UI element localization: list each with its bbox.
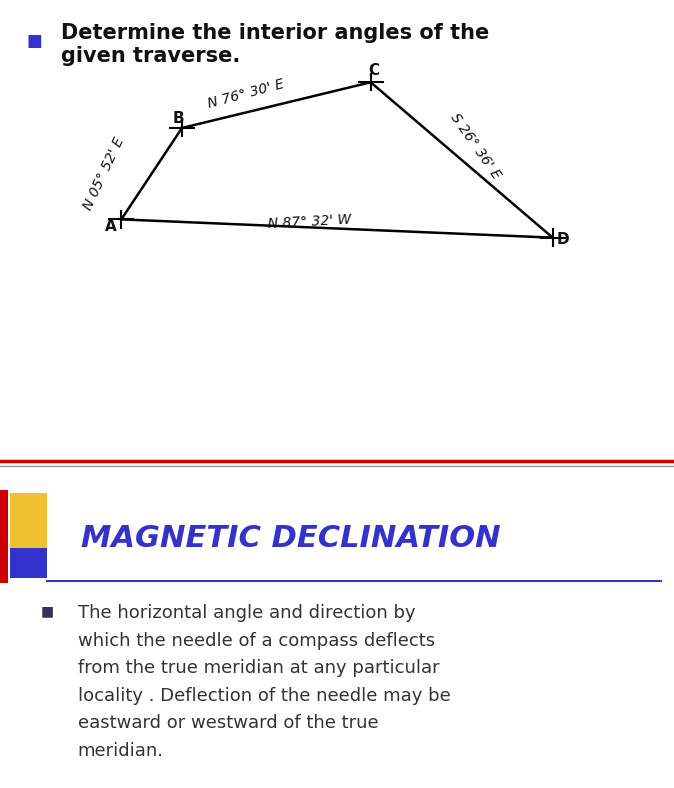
Text: meridian.: meridian. (78, 742, 164, 760)
Text: N 05° 52' E: N 05° 52' E (82, 135, 127, 212)
Text: Determine the interior angles of the
given traverse.: Determine the interior angles of the giv… (61, 23, 489, 66)
Text: which the needle of a compass deflects: which the needle of a compass deflects (78, 632, 435, 650)
Text: The horizontal angle and direction by: The horizontal angle and direction by (78, 604, 415, 623)
Text: eastward or westward of the true: eastward or westward of the true (78, 714, 378, 732)
Text: D: D (557, 232, 569, 247)
Text: ■: ■ (40, 604, 53, 619)
Text: A: A (105, 219, 117, 234)
Bar (10, 548, 47, 578)
Text: MAGNETIC DECLINATION: MAGNETIC DECLINATION (81, 523, 501, 552)
Text: locality . Deflection of the needle may be: locality . Deflection of the needle may … (78, 686, 450, 704)
Text: C: C (369, 63, 379, 78)
Text: ■: ■ (27, 32, 42, 50)
Text: N 87° 32' W: N 87° 32' W (268, 213, 352, 231)
Text: from the true meridian at any particular: from the true meridian at any particular (78, 660, 439, 677)
Text: S 26° 36' E: S 26° 36' E (448, 110, 503, 182)
Bar (0, 490, 8, 583)
Text: B: B (173, 111, 185, 126)
Text: N 76° 30' E: N 76° 30' E (206, 76, 286, 110)
Bar (10, 493, 47, 550)
